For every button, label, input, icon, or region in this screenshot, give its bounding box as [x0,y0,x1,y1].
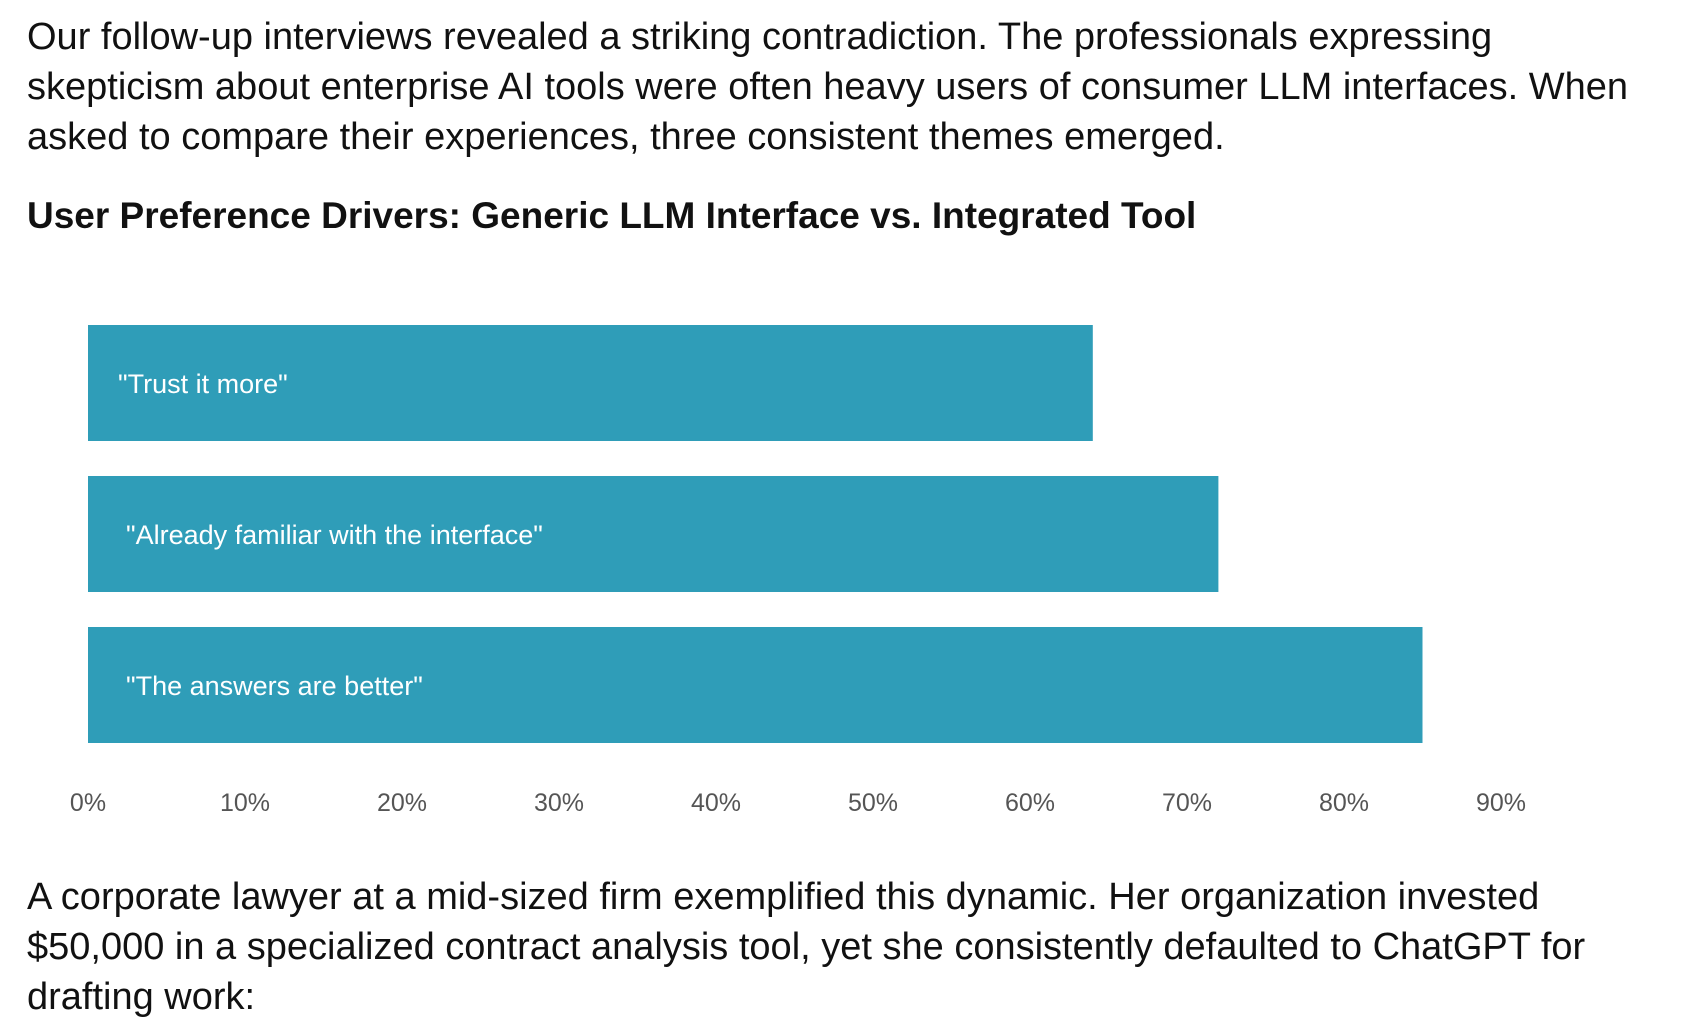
x-tick-label: 20% [377,789,427,817]
x-tick-label: 10% [220,789,270,817]
x-tick-label: 30% [534,789,584,817]
bar [88,476,1219,592]
bar-chart: "Trust it more" "Already familiar with th… [70,325,1526,817]
x-tick-label: 80% [1319,789,1369,817]
x-tick-label: 50% [848,789,898,817]
bar [88,325,1093,441]
bar-label: "Already familiar with the interface" [126,520,543,550]
bar-label: "Trust it more" [118,369,288,399]
intro-paragraph: Our follow-up interviews revealed a stri… [27,16,1628,158]
x-tick-label: 0% [70,789,106,817]
x-tick-label: 40% [691,789,741,817]
x-tick-label: 60% [1005,789,1055,817]
x-tick-label: 90% [1476,789,1526,817]
bar-label: "The answers are better" [126,671,423,701]
bar [88,627,1423,743]
chart-title: User Preference Drivers: Generic LLM Int… [27,195,1197,236]
outro-paragraph: A corporate lawyer at a mid-sized firm e… [27,876,1586,1018]
x-tick-label: 70% [1162,789,1212,817]
